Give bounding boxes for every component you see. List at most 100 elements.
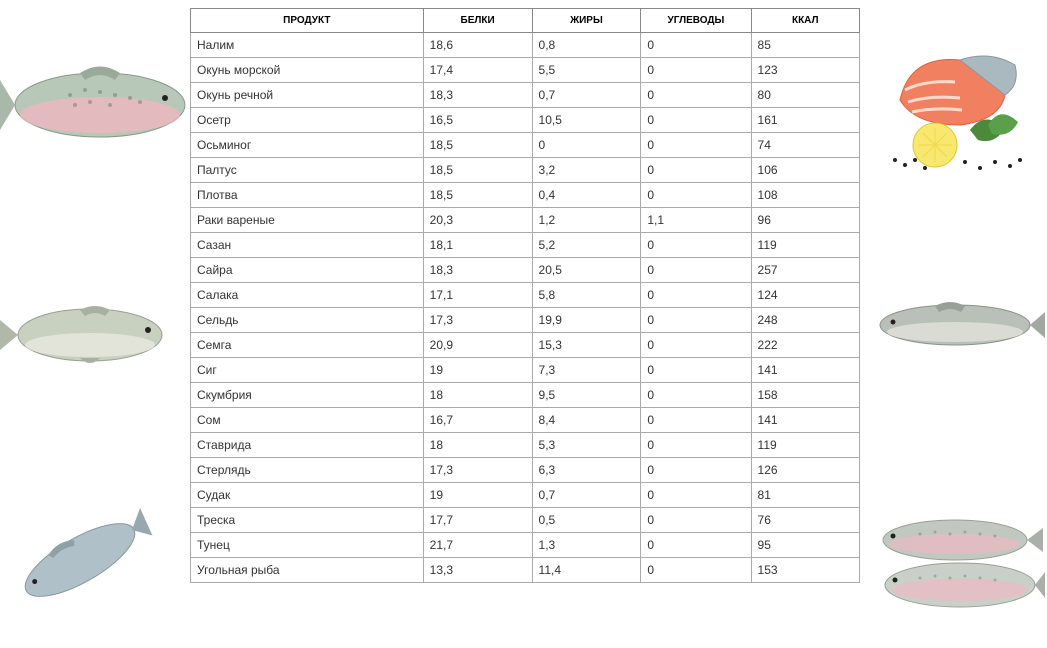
cell-value: 18 bbox=[423, 383, 532, 408]
cell-value: 6,3 bbox=[532, 458, 641, 483]
cell-value: 18,1 bbox=[423, 233, 532, 258]
cell-value: 0 bbox=[641, 108, 751, 133]
cell-value: 158 bbox=[751, 383, 859, 408]
cell-value: 0 bbox=[641, 383, 751, 408]
col-protein: БЕЛКИ bbox=[423, 9, 532, 33]
cell-value: 0,7 bbox=[532, 83, 641, 108]
cell-value: 5,8 bbox=[532, 283, 641, 308]
cell-value: 0 bbox=[641, 508, 751, 533]
cell-product: Угольная рыба bbox=[191, 558, 424, 583]
cell-product: Налим bbox=[191, 33, 424, 58]
table-row: Осетр16,510,50161 bbox=[191, 108, 860, 133]
table-row: Семга20,915,30222 bbox=[191, 333, 860, 358]
cell-product: Треска bbox=[191, 508, 424, 533]
cell-value: 18,5 bbox=[423, 183, 532, 208]
cell-value: 20,9 bbox=[423, 333, 532, 358]
cell-value: 0 bbox=[641, 433, 751, 458]
cell-value: 0 bbox=[641, 158, 751, 183]
cell-product: Сельдь bbox=[191, 308, 424, 333]
trout-top-left bbox=[0, 10, 200, 190]
table-row: Палтус18,53,20106 bbox=[191, 158, 860, 183]
cell-product: Палтус bbox=[191, 158, 424, 183]
cell-value: 0 bbox=[641, 33, 751, 58]
cell-value: 16,5 bbox=[423, 108, 532, 133]
table-row: Окунь речной18,30,7080 bbox=[191, 83, 860, 108]
cell-value: 0,4 bbox=[532, 183, 641, 208]
cell-value: 119 bbox=[751, 233, 859, 258]
cell-value: 81 bbox=[751, 483, 859, 508]
table-row: Сиг197,30141 bbox=[191, 358, 860, 383]
cell-value: 5,5 bbox=[532, 58, 641, 83]
cell-value: 161 bbox=[751, 108, 859, 133]
cell-value: 20,5 bbox=[532, 258, 641, 283]
cell-value: 19,9 bbox=[532, 308, 641, 333]
cell-value: 15,3 bbox=[532, 333, 641, 358]
cell-product: Скумбрия bbox=[191, 383, 424, 408]
cell-value: 8,4 bbox=[532, 408, 641, 433]
cell-value: 0,5 bbox=[532, 508, 641, 533]
table-row: Окунь морской17,45,50123 bbox=[191, 58, 860, 83]
cell-value: 0 bbox=[641, 258, 751, 283]
table-row: Ставрида185,30119 bbox=[191, 433, 860, 458]
cell-value: 74 bbox=[751, 133, 859, 158]
cell-value: 1,2 bbox=[532, 208, 641, 233]
cell-product: Сом bbox=[191, 408, 424, 433]
cell-product: Осетр bbox=[191, 108, 424, 133]
cell-value: 19 bbox=[423, 358, 532, 383]
table-row: Сайра18,320,50257 bbox=[191, 258, 860, 283]
cell-value: 1,1 bbox=[641, 208, 751, 233]
cell-value: 0 bbox=[641, 283, 751, 308]
cell-value: 3,2 bbox=[532, 158, 641, 183]
table-row: Угольная рыба13,311,40153 bbox=[191, 558, 860, 583]
cell-value: 106 bbox=[751, 158, 859, 183]
cell-value: 0 bbox=[641, 408, 751, 433]
table-row: Судак190,7081 bbox=[191, 483, 860, 508]
cell-value: 0 bbox=[641, 458, 751, 483]
cell-value: 17,4 bbox=[423, 58, 532, 83]
col-fat: ЖИРЫ bbox=[532, 9, 641, 33]
cell-value: 0 bbox=[641, 558, 751, 583]
cell-value: 18,3 bbox=[423, 83, 532, 108]
cell-value: 11,4 bbox=[532, 558, 641, 583]
cell-value: 17,7 bbox=[423, 508, 532, 533]
table-row: Сазан18,15,20119 bbox=[191, 233, 860, 258]
cell-value: 0 bbox=[641, 533, 751, 558]
table-row: Тунец21,71,3095 bbox=[191, 533, 860, 558]
nutrition-table: ПРОДУКТ БЕЛКИ ЖИРЫ УГЛЕВОДЫ ККАЛ Налим18… bbox=[190, 8, 860, 583]
table-row: Раки вареные20,31,21,196 bbox=[191, 208, 860, 233]
cell-value: 5,3 bbox=[532, 433, 641, 458]
col-product: ПРОДУКТ bbox=[191, 9, 424, 33]
table-body: Налим18,60,8085Окунь морской17,45,50123О… bbox=[191, 33, 860, 583]
cell-product: Осьминог bbox=[191, 133, 424, 158]
cell-value: 126 bbox=[751, 458, 859, 483]
nutrition-table-container: ПРОДУКТ БЕЛКИ ЖИРЫ УГЛЕВОДЫ ККАЛ Налим18… bbox=[190, 8, 860, 583]
cell-value: 123 bbox=[751, 58, 859, 83]
cell-product: Тунец bbox=[191, 533, 424, 558]
cell-product: Плотва bbox=[191, 183, 424, 208]
cell-value: 248 bbox=[751, 308, 859, 333]
cell-value: 16,7 bbox=[423, 408, 532, 433]
cell-value: 0,8 bbox=[532, 33, 641, 58]
cell-product: Сайра bbox=[191, 258, 424, 283]
cell-value: 13,3 bbox=[423, 558, 532, 583]
cell-value: 0 bbox=[641, 83, 751, 108]
cell-value: 141 bbox=[751, 408, 859, 433]
fish-bottom-left bbox=[0, 490, 160, 630]
cell-value: 0 bbox=[641, 233, 751, 258]
cell-product: Салака bbox=[191, 283, 424, 308]
cell-value: 17,3 bbox=[423, 458, 532, 483]
table-row: Сельдь17,319,90248 bbox=[191, 308, 860, 333]
cell-value: 19 bbox=[423, 483, 532, 508]
cell-product: Судак bbox=[191, 483, 424, 508]
salmon-plate-top-right bbox=[870, 10, 1045, 180]
table-row: Сом16,78,40141 bbox=[191, 408, 860, 433]
trout-pair-bottom-right bbox=[865, 490, 1045, 630]
cell-value: 141 bbox=[751, 358, 859, 383]
cell-value: 0 bbox=[641, 308, 751, 333]
cell-product: Окунь морской bbox=[191, 58, 424, 83]
table-row: Налим18,60,8085 bbox=[191, 33, 860, 58]
cell-value: 96 bbox=[751, 208, 859, 233]
table-row: Осьминог18,50074 bbox=[191, 133, 860, 158]
fish-mid-left bbox=[0, 280, 180, 390]
cell-value: 21,7 bbox=[423, 533, 532, 558]
